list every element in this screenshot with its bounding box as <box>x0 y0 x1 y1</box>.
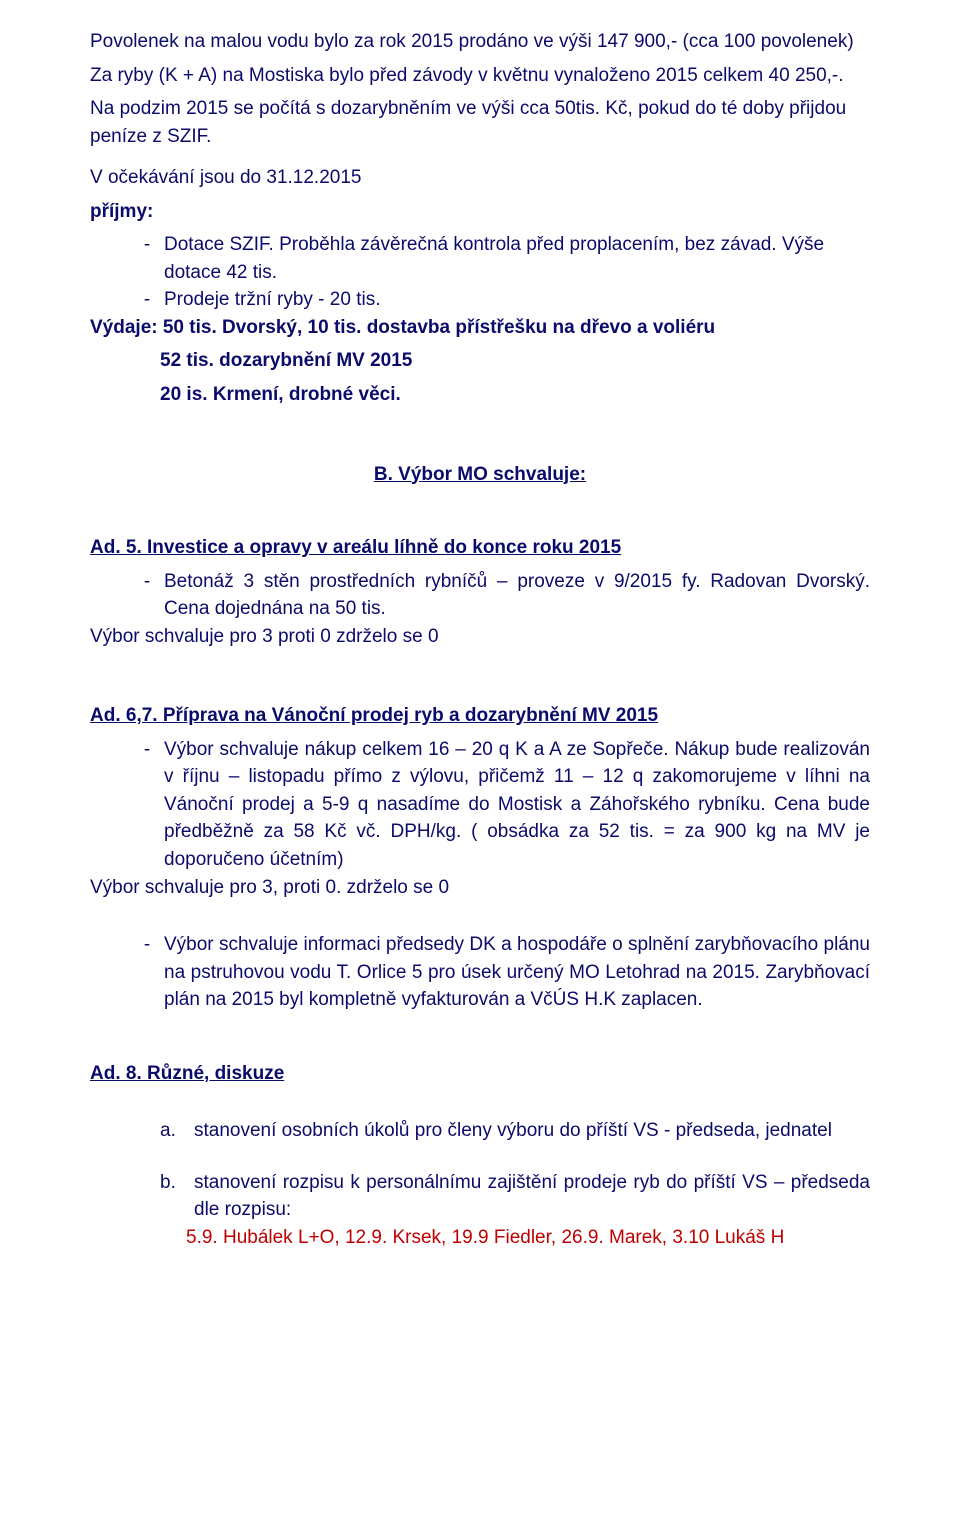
vydaje-line-2: 52 tis. dozarybnění MV 2015 <box>90 347 870 375</box>
paragraph-na-podzim: Na podzim 2015 se počítá s dozarybněním … <box>90 95 870 150</box>
bullet-text: Dotace SZIF. Proběhla závěrečná kontrola… <box>164 231 870 286</box>
letter-b: b. <box>160 1169 194 1197</box>
bullet-text: Výbor schvaluje informaci předsedy DK a … <box>164 931 870 1014</box>
bullet-row: - Prodeje tržní ryby - 20 tis. <box>90 286 870 314</box>
ad5-heading: Ad. 5. Investice a opravy v areálu líhně… <box>90 534 870 562</box>
lettered-row: b. stanovení rozpisu k personálnímu zaji… <box>90 1169 870 1224</box>
ad67-heading: Ad. 6,7. Příprava na Vánoční prodej ryb … <box>90 702 870 730</box>
vydaje-line-1: Výdaje: 50 tis. Dvorský, 10 tis. dostavb… <box>90 314 870 342</box>
heading-b: B. Výbor MO schvaluje: <box>90 461 870 489</box>
bullet-text: Výbor schvaluje nákup celkem 16 – 20 q K… <box>164 736 870 874</box>
bullet-row: - Výbor schvaluje nákup celkem 16 – 20 q… <box>90 736 870 874</box>
vydaje-line-3: 20 is. Krmení, drobné věci. <box>90 381 870 409</box>
rozpis-red: 5.9. Hubálek L+O, 12.9. Krsek, 19.9 Fied… <box>90 1224 870 1252</box>
ad5-vote: Výbor schvaluje pro 3 proti 0 zdrželo se… <box>90 623 870 651</box>
bullet-row: - Betonáž 3 stěn prostředních rybníčů – … <box>90 568 870 623</box>
paragraph-povolenky: Povolenek na malou vodu bylo za rok 2015… <box>90 28 870 56</box>
bullet-row: - Dotace SZIF. Proběhla závěrečná kontro… <box>90 231 870 286</box>
paragraph-za-ryby: Za ryby (K + A) na Mostiska bylo před zá… <box>90 62 870 90</box>
ad8-heading: Ad. 8. Různé, diskuze <box>90 1060 870 1088</box>
lettered-row: a. stanovení osobních úkolů pro členy vý… <box>90 1117 870 1145</box>
paragraph-ocekavani: V očekávání jsou do 31.12.2015 <box>90 164 870 192</box>
bullet-text: Betonáž 3 stěn prostředních rybníčů – pr… <box>164 568 870 623</box>
letter-a: a. <box>160 1117 194 1145</box>
ad67-vote: Výbor schvaluje pro 3, proti 0. zdrželo … <box>90 874 870 902</box>
bullet-row: - Výbor schvaluje informaci předsedy DK … <box>90 931 870 1014</box>
dash-icon: - <box>130 568 164 596</box>
label-prijmy: příjmy: <box>90 198 870 226</box>
lettered-text: stanovení osobních úkolů pro členy výbor… <box>194 1117 870 1145</box>
bullet-text: Prodeje tržní ryby - 20 tis. <box>164 286 870 314</box>
dash-icon: - <box>130 931 164 959</box>
dash-icon: - <box>130 736 164 764</box>
lettered-text: stanovení rozpisu k personálnímu zajiště… <box>194 1169 870 1224</box>
dash-icon: - <box>130 286 164 314</box>
dash-icon: - <box>130 231 164 259</box>
